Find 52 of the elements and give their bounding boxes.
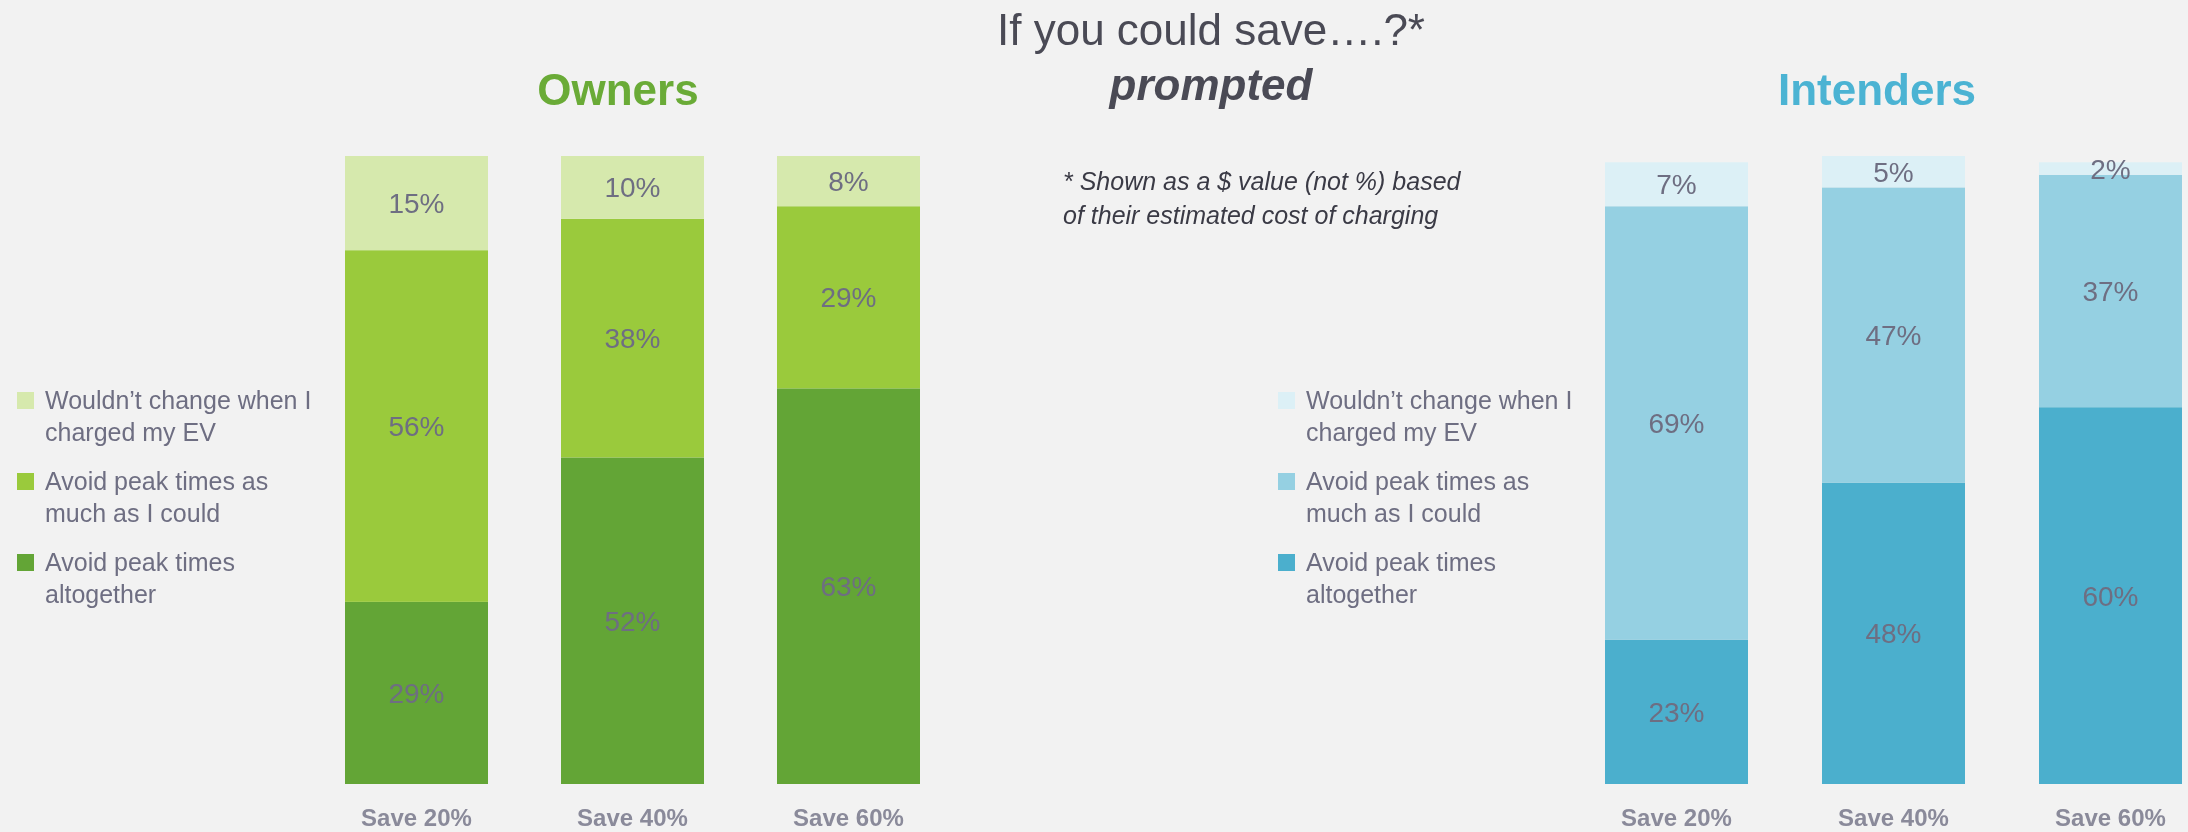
bar: [1605, 639, 1748, 784]
x-tick-label: Save 40%: [1838, 804, 1949, 831]
text: prompted: [1108, 60, 1314, 109]
bar: [561, 218, 704, 458]
text: * Shown as a $ value (not %) based: [1063, 167, 1462, 195]
legend-label: Avoid peak times altogether: [45, 548, 235, 608]
text: of their estimated cost of charging: [1063, 201, 1439, 229]
data-label: 52%: [604, 605, 661, 637]
data-label: 47%: [1865, 319, 1922, 351]
legend-label: Avoid peak times as much as I could: [45, 467, 269, 527]
bar: [345, 250, 488, 602]
data-label: 2%: [2090, 153, 2131, 185]
chart-title: Owners: [537, 65, 699, 114]
bar: [561, 156, 704, 219]
data-label: 38%: [604, 323, 661, 355]
data-label: 29%: [820, 282, 877, 314]
data-label: 48%: [1865, 618, 1922, 650]
bar: [561, 457, 704, 784]
x-tick-label: Save 20%: [1621, 804, 1732, 831]
data-label: 60%: [2082, 580, 2139, 612]
legend-label: Avoid peak times altogether: [1306, 548, 1496, 608]
bar: [777, 206, 920, 389]
bar: [1605, 162, 1748, 207]
legend-label: Avoid peak times as much as I could: [1306, 467, 1530, 527]
bar: [2039, 407, 2182, 784]
data-label: 69%: [1648, 407, 1705, 439]
x-tick-label: Save 40%: [577, 804, 688, 831]
data-label: 7%: [1656, 169, 1697, 201]
data-label: 63%: [820, 571, 877, 603]
bar: [777, 388, 920, 784]
bar: [345, 601, 488, 784]
x-tick-label: Save 60%: [793, 804, 904, 831]
text: If you could save….?*: [996, 5, 1426, 54]
data-label: 10%: [604, 172, 661, 204]
x-tick-label: Save 60%: [2055, 804, 2166, 831]
bar: [345, 156, 488, 251]
data-label: 29%: [388, 677, 445, 709]
bar: [1605, 206, 1748, 640]
x-tick-label: Save 20%: [361, 804, 472, 831]
bar: [1822, 187, 1965, 483]
data-label: 8%: [828, 166, 869, 198]
chart-title: Intenders: [1777, 65, 1977, 114]
bar: [1822, 156, 1965, 188]
data-label: 5%: [1873, 156, 1914, 188]
data-label: 15%: [388, 188, 445, 220]
legend-label: Wouldn’t change when I charged my EV: [1306, 386, 1573, 446]
legend-label: Wouldn’t change when I charged my EV: [45, 386, 312, 446]
bar: [777, 156, 920, 207]
bar: [1822, 482, 1965, 784]
data-label: 37%: [2082, 276, 2139, 308]
data-label: 23%: [1648, 696, 1705, 728]
data-label: 56%: [388, 411, 445, 443]
